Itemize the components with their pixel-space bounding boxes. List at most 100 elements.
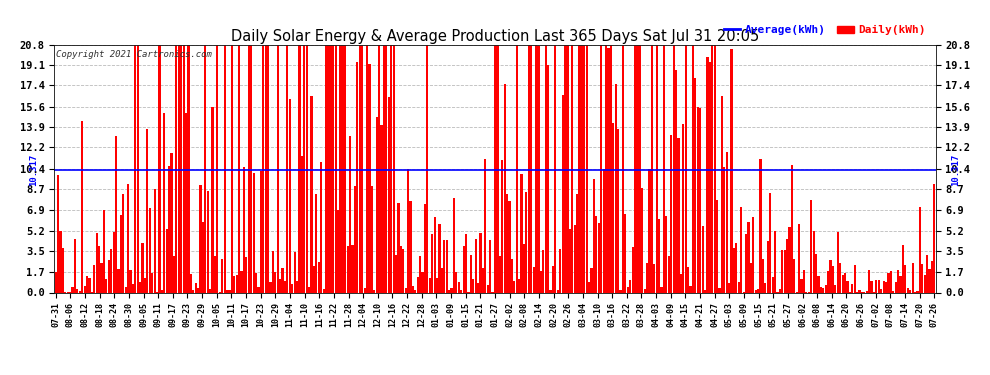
Bar — [593, 178, 595, 292]
Bar — [851, 284, 853, 292]
Bar — [351, 244, 353, 292]
Bar — [100, 263, 103, 292]
Bar — [830, 260, 832, 292]
Bar — [98, 246, 100, 292]
Bar — [721, 96, 723, 292]
Bar — [540, 271, 542, 292]
Bar — [255, 273, 257, 292]
Bar — [561, 95, 563, 292]
Bar — [518, 279, 520, 292]
Bar — [448, 291, 450, 292]
Bar — [452, 198, 455, 292]
Bar — [858, 290, 860, 292]
Bar — [269, 282, 271, 292]
Bar — [103, 210, 105, 292]
Bar — [86, 276, 88, 292]
Bar — [637, 37, 639, 292]
Bar — [298, 37, 301, 292]
Bar — [815, 254, 817, 292]
Bar — [328, 37, 330, 292]
Bar — [771, 277, 774, 292]
Bar — [207, 191, 209, 292]
Bar — [788, 227, 791, 292]
Bar — [83, 286, 86, 292]
Bar — [446, 240, 447, 292]
Bar — [865, 291, 868, 292]
Bar — [798, 224, 800, 292]
Bar — [257, 287, 259, 292]
Bar — [474, 239, 477, 292]
Bar — [781, 250, 783, 292]
Bar — [236, 274, 238, 292]
Bar — [216, 37, 219, 292]
Bar — [499, 256, 501, 292]
Bar — [764, 283, 766, 292]
Bar — [214, 256, 216, 292]
Bar — [144, 278, 147, 292]
Bar — [175, 37, 177, 292]
Bar — [818, 276, 820, 292]
Bar — [494, 37, 496, 292]
Bar — [622, 37, 624, 292]
Legend: Average(kWh), Daily(kWh): Average(kWh), Daily(kWh) — [720, 21, 930, 40]
Bar — [358, 37, 361, 292]
Bar — [837, 232, 839, 292]
Bar — [395, 255, 397, 292]
Bar — [243, 166, 246, 292]
Bar — [204, 37, 206, 292]
Bar — [81, 121, 83, 292]
Bar — [427, 37, 429, 292]
Bar — [885, 282, 887, 292]
Text: Copyright 2021 Cartronics.com: Copyright 2021 Cartronics.com — [56, 50, 212, 59]
Bar — [762, 259, 764, 292]
Bar — [407, 169, 409, 292]
Bar — [414, 290, 417, 292]
Bar — [791, 165, 793, 292]
Bar — [153, 189, 155, 292]
Bar — [272, 251, 274, 292]
Bar — [528, 37, 530, 292]
Bar — [392, 37, 395, 292]
Bar — [685, 37, 687, 292]
Bar — [368, 64, 370, 292]
Bar — [766, 241, 769, 292]
Bar — [274, 272, 276, 292]
Bar — [535, 37, 538, 292]
Bar — [465, 234, 467, 292]
Bar — [482, 268, 484, 292]
Bar — [363, 288, 365, 292]
Bar — [315, 195, 318, 292]
Bar — [484, 159, 486, 292]
Bar — [675, 70, 677, 292]
Bar — [694, 78, 696, 292]
Bar — [202, 222, 204, 292]
Bar — [526, 192, 528, 292]
Bar — [450, 288, 452, 292]
Bar — [706, 57, 709, 292]
Bar — [79, 291, 81, 292]
Bar — [276, 37, 279, 292]
Bar — [590, 268, 593, 292]
Bar — [422, 272, 424, 292]
Bar — [120, 215, 122, 292]
Bar — [330, 37, 332, 292]
Bar — [419, 256, 422, 292]
Bar — [887, 273, 890, 292]
Bar — [301, 156, 303, 292]
Bar — [424, 204, 426, 292]
Bar — [646, 263, 648, 292]
Bar — [190, 273, 192, 292]
Bar — [549, 290, 551, 292]
Bar — [279, 279, 281, 292]
Bar — [667, 256, 670, 292]
Bar — [259, 171, 262, 292]
Bar — [506, 194, 508, 292]
Bar — [801, 279, 803, 292]
Bar — [823, 288, 825, 292]
Bar — [909, 291, 911, 292]
Bar — [489, 240, 491, 292]
Bar — [680, 274, 682, 292]
Bar — [118, 269, 120, 292]
Bar — [460, 290, 462, 292]
Bar — [197, 288, 199, 292]
